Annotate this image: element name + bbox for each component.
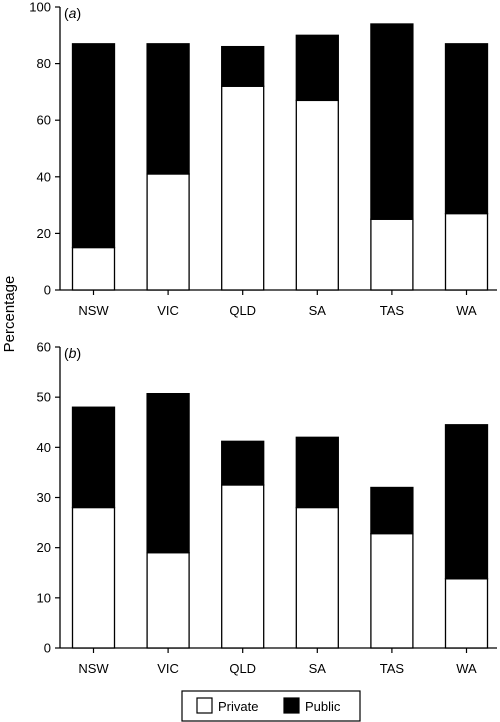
x-category-label: NSW [78,303,109,318]
bar-private-nsw [71,506,116,649]
y-tick-label: 0 [44,641,51,656]
bar-private-vic [146,552,190,649]
bar-private-tas [370,532,414,649]
y-tick-label: 60 [37,113,51,128]
legend-swatch-private [196,697,213,714]
bar-private-vic [146,173,190,291]
y-tick-label: 60 [37,340,51,355]
y-tick-label: 50 [37,390,51,405]
y-tick-label: 20 [37,226,51,241]
bar-public-nsw [71,406,116,509]
y-tick-label: 0 [44,283,51,298]
x-category-label: VIC [157,303,179,318]
bar-public-sa [295,34,339,102]
y-tick-label: 10 [37,590,51,605]
panel-label: (a) [64,5,81,21]
bar-private-wa [444,212,489,291]
bar-public-tas [370,486,414,535]
bar-public-nsw [71,43,116,249]
y-tick-label: 40 [37,440,51,455]
y-tick-label: 20 [37,540,51,555]
y-tick-label: 30 [37,490,51,505]
legend-label-private: Private [218,699,258,714]
bar-public-tas [370,23,414,220]
panel-a: 0 20 40 60 80 100 NSW VIC QLD SA TAS WA (a) [29,0,497,318]
bar-public-qld [221,45,265,87]
bar-public-wa [444,43,489,215]
legend-label-public: Public [305,699,341,714]
bar-private-sa [295,506,339,649]
panel-label: (b) [64,345,81,361]
bar-private-tas [370,218,414,291]
y-tick-label: 100 [29,0,51,15]
x-category-label: SA [309,303,327,318]
x-category-label: TAS [380,303,405,318]
x-category-label: QLD [229,303,256,318]
bar-public-vic [146,43,190,175]
bar-private-nsw [71,246,116,291]
legend-swatch-public [283,697,300,714]
x-category-label: SA [309,661,327,676]
x-category-label: NSW [78,661,109,676]
bar-private-sa [295,99,339,291]
bar-public-wa [444,424,489,580]
y-tick-label: 40 [37,169,51,184]
bar-private-qld [221,484,265,649]
bar-private-qld [221,85,265,291]
x-category-label: WA [456,661,477,676]
y-tick-label: 80 [37,56,51,71]
bar-private-wa [444,578,489,649]
x-category-label: TAS [380,661,405,676]
bar-public-sa [295,436,339,509]
x-category-label: QLD [229,661,256,676]
legend: Private Public [181,690,361,722]
bar-public-vic [146,393,190,554]
panel-b: 0 10 20 30 40 50 60 NSW VIC QLD SA TAS WA (b) [37,340,497,676]
bar-public-qld [221,440,265,486]
x-category-label: WA [456,303,477,318]
y-axis-label: Percentage [1,276,18,353]
x-category-label: VIC [157,661,179,676]
